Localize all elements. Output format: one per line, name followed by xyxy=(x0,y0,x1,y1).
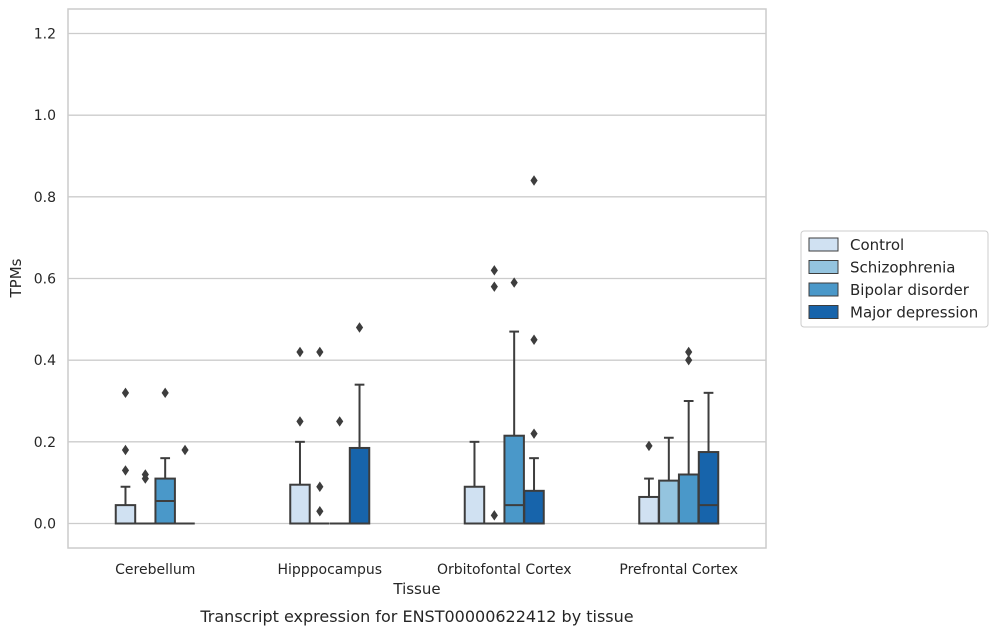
x-tick-label: Cerebellum xyxy=(115,562,195,578)
outlier-point xyxy=(316,506,324,517)
y-tick-label: 0.4 xyxy=(34,353,56,369)
legend-swatch xyxy=(808,260,839,274)
outlier-point xyxy=(181,444,189,456)
x-tick-label: Hipppocampus xyxy=(277,562,382,578)
outlier-point xyxy=(645,440,653,452)
legend-label: Control xyxy=(850,236,904,254)
box-bipolar-disorder xyxy=(503,330,525,525)
legend-label: Major depression xyxy=(850,304,978,322)
y-tick-label: 1.0 xyxy=(34,108,56,124)
y-tick-label: 0.6 xyxy=(34,272,56,288)
outlier-point xyxy=(316,346,324,358)
box-control xyxy=(114,485,137,525)
outlier-point xyxy=(490,510,498,521)
x-axis-title: Tissue xyxy=(392,580,440,598)
y-tick-label: 0.2 xyxy=(34,435,56,451)
outlier-layer xyxy=(121,175,693,521)
box-body xyxy=(114,504,137,525)
gridlines xyxy=(68,32,766,525)
box-control xyxy=(289,440,311,525)
legend-swatch xyxy=(808,282,839,297)
y-axis-title: TPMs xyxy=(7,258,25,298)
box-body xyxy=(677,473,700,525)
legend-label: Bipolar disorder xyxy=(850,281,970,299)
box-body xyxy=(523,489,545,525)
box-body xyxy=(348,446,371,525)
outlier-point xyxy=(530,334,538,345)
outlier-point xyxy=(296,416,304,427)
x-axis-ticks: Cerebellum Hipppocampus Orbitofontal Corte… xyxy=(115,562,738,578)
legend: Control Schizophrenia Bipolar disorder Majo… xyxy=(800,230,989,328)
outlier-point xyxy=(336,416,344,427)
box-body xyxy=(638,495,660,525)
y-tick-label: 0.0 xyxy=(34,517,56,533)
x-tick-label: Orbitofontal Cortex xyxy=(437,562,572,578)
outlier-point xyxy=(490,281,498,292)
box-body xyxy=(463,485,486,525)
outlier-point xyxy=(685,346,693,358)
legend-swatch xyxy=(808,305,839,319)
box-body xyxy=(503,434,525,525)
box-major-depression xyxy=(523,457,545,525)
box-body xyxy=(289,483,311,525)
chart-caption: Transcript expression for ENST0000062241… xyxy=(199,607,633,626)
box-body xyxy=(658,479,680,525)
box-major-depression xyxy=(697,391,720,525)
legend-swatch xyxy=(808,237,839,252)
outlier-point xyxy=(685,354,693,366)
outlier-point xyxy=(316,481,324,492)
outlier-point xyxy=(510,277,518,288)
x-tick-label: Prefrontal Cortex xyxy=(619,562,738,578)
outlier-point xyxy=(121,387,130,399)
y-axis-ticks: 0.0 0.2 0.4 0.6 0.8 1.0 1.2 xyxy=(34,27,56,533)
plot-area-frame xyxy=(67,8,767,549)
outlier-point xyxy=(530,175,538,186)
box-series-layer xyxy=(114,330,720,525)
box-schizophrenia xyxy=(658,436,680,525)
outlier-point xyxy=(355,322,364,333)
legend-label: Schizophrenia xyxy=(850,259,955,277)
box-bipolar-disorder xyxy=(677,400,700,525)
outlier-point xyxy=(296,346,304,358)
outlier-point xyxy=(141,469,149,480)
outlier-point xyxy=(161,387,169,399)
outlier-point xyxy=(121,444,130,456)
y-tick-label: 1.2 xyxy=(34,27,56,43)
box-control xyxy=(638,477,660,525)
box-bipolar-disorder xyxy=(154,457,176,525)
legend-frame xyxy=(800,230,989,328)
outlier-point xyxy=(530,428,538,439)
box-major-depression xyxy=(348,383,371,525)
box-control xyxy=(463,440,486,525)
y-tick-label: 0.8 xyxy=(34,190,56,206)
outlier-point xyxy=(121,465,130,476)
box-body xyxy=(697,451,720,525)
outlier-point xyxy=(490,265,498,276)
